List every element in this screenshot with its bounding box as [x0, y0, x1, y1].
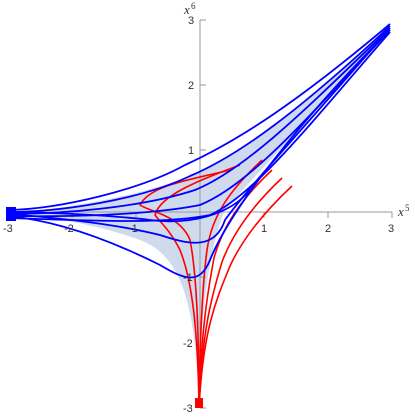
y-tick-label: -1 [183, 272, 193, 284]
y-tick-label: 2 [188, 80, 194, 92]
x-tick-label: 1 [261, 223, 267, 235]
x-axis-label: x [397, 204, 404, 219]
bottom-endpoint-bar [195, 398, 203, 408]
y-tick-label: 3 [188, 15, 194, 27]
y-tick-label: -3 [183, 403, 193, 415]
x-tick-label: 2 [325, 223, 331, 235]
x-tick-label: -1 [128, 223, 138, 235]
blue-curves [7, 23, 391, 279]
x-tick-label: -3 [3, 223, 13, 235]
x-axis-superscript: 5 [405, 203, 410, 213]
y-axis-superscript: 6 [191, 1, 196, 11]
x-tick-label: 3 [388, 223, 394, 235]
y-tick-label: 1 [188, 145, 194, 157]
x-tick-label: -2 [64, 223, 74, 235]
left-endpoint-bar [6, 207, 16, 221]
y-axis-label: x [183, 2, 190, 17]
y-tick-label: -2 [183, 338, 193, 350]
